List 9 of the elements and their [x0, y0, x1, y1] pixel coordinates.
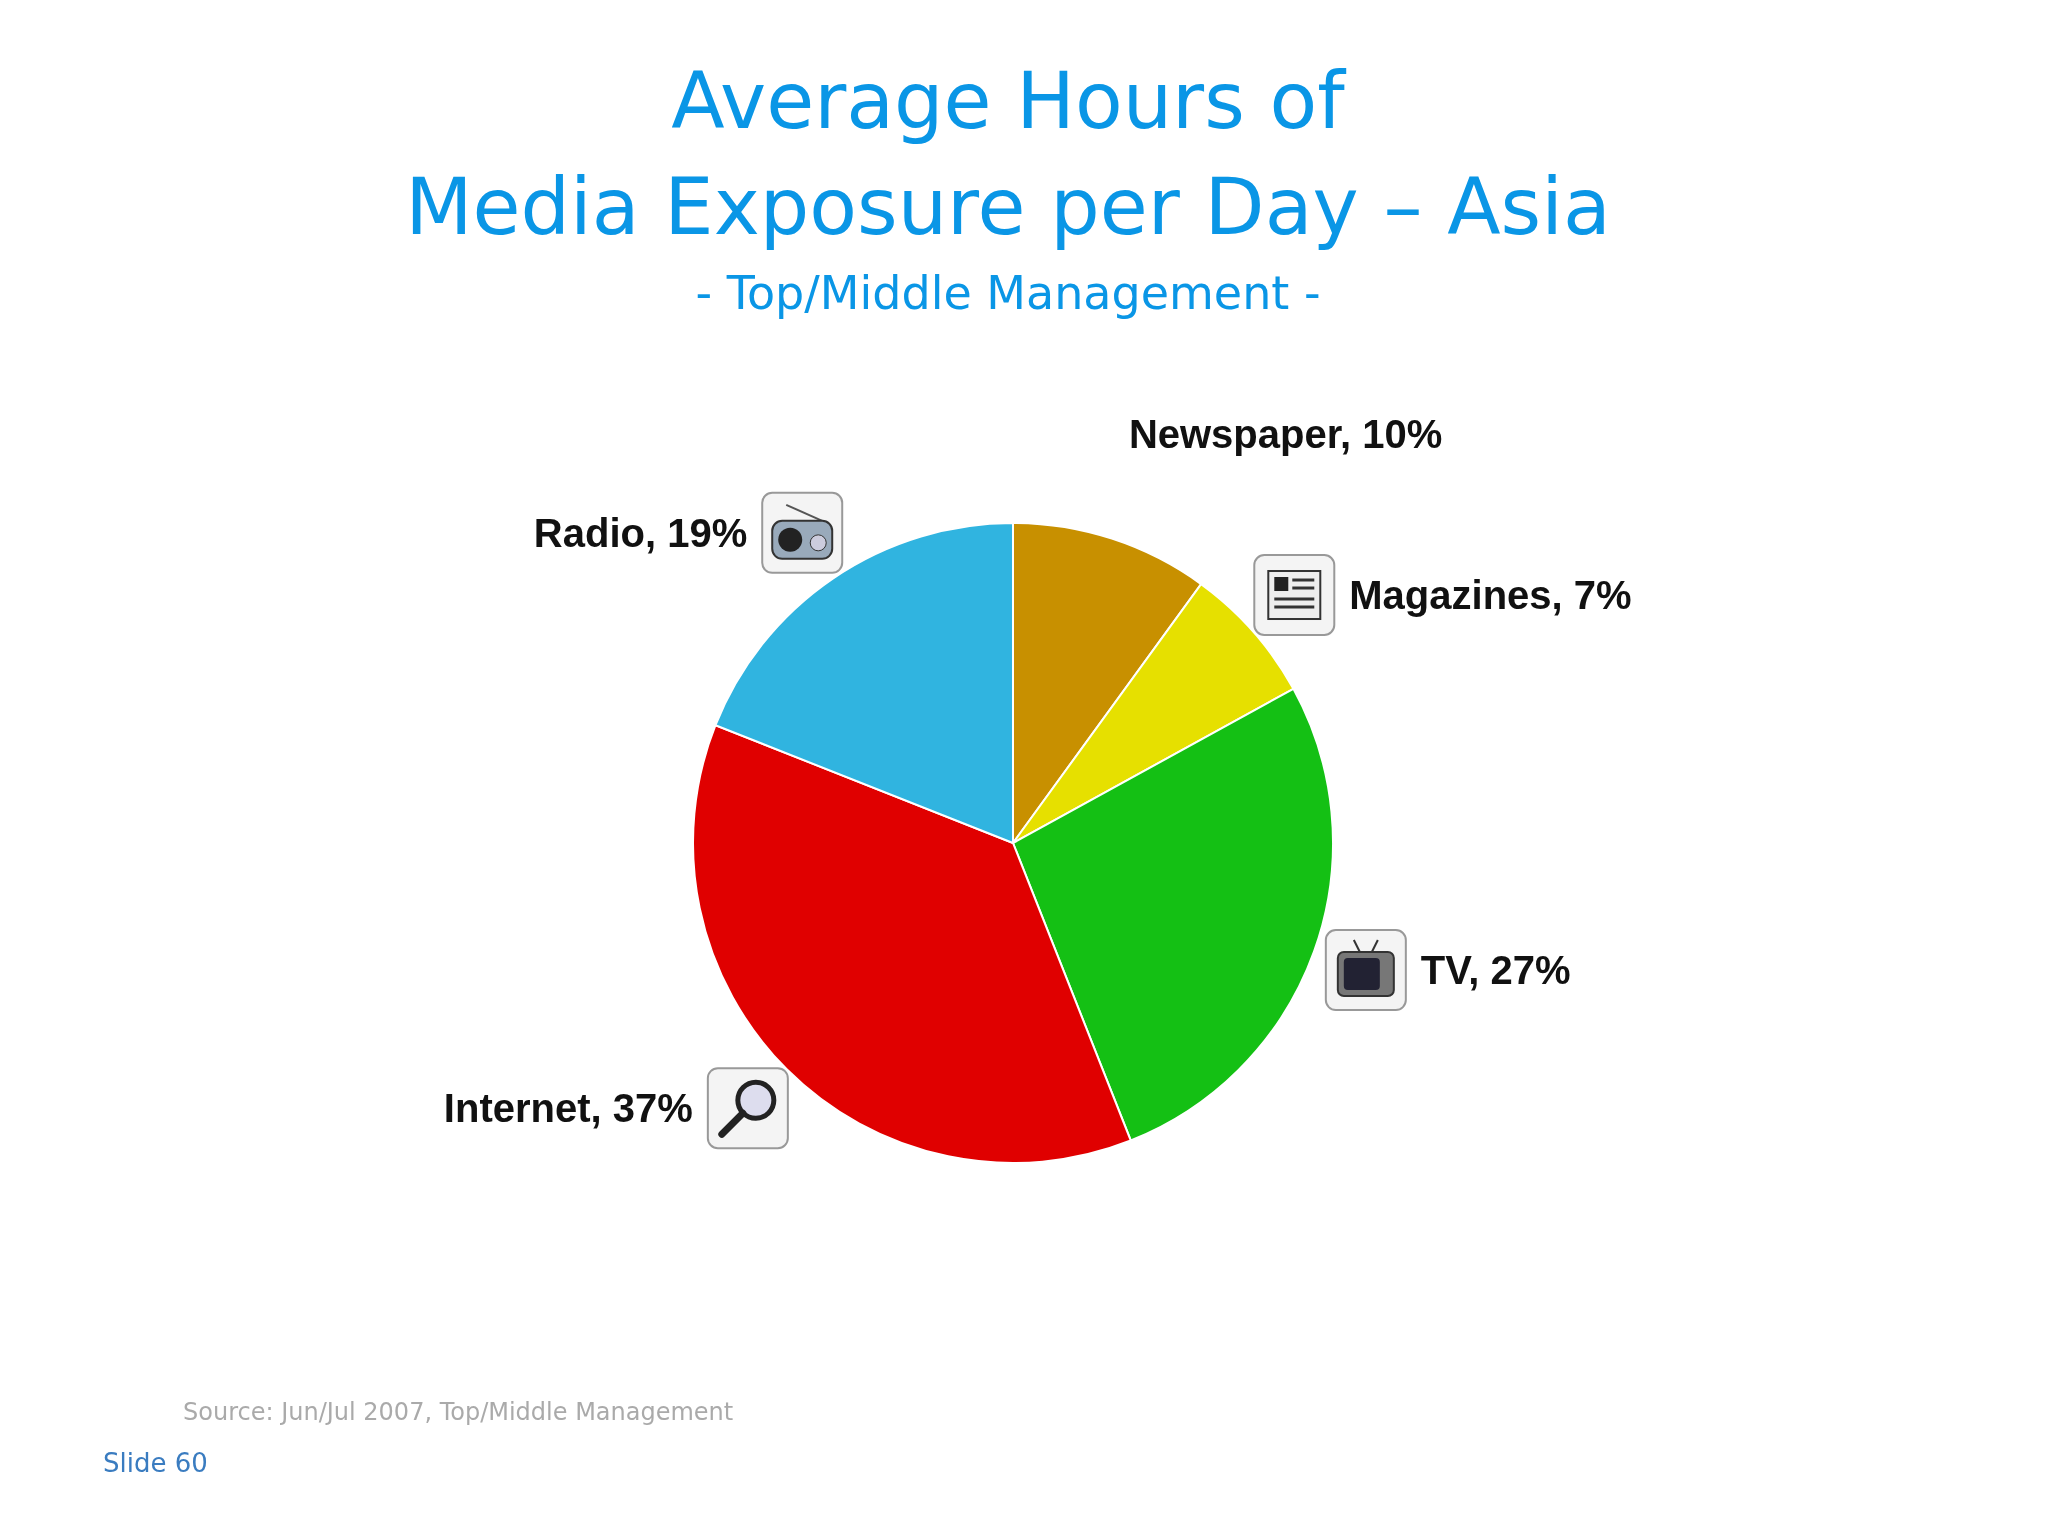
slice-label: TV, 27% [1420, 948, 1571, 993]
chart-title: Average Hours of Media Exposure per Day – Asia [404, 55, 1612, 254]
slice-label: Newspaper, 10% [1128, 412, 1443, 457]
slice-label: Magazines, 7% [1349, 573, 1632, 618]
slice-label: Radio, 19% [533, 510, 748, 555]
chart-subtitle: - Top/Middle Management - [694, 266, 1322, 320]
source-note: Source: Jun/Jul 2007, Top/Middle Management [183, 1398, 734, 1426]
slice-label: Internet, 37% [443, 1086, 693, 1131]
text: Slide 60 [103, 1448, 208, 1478]
